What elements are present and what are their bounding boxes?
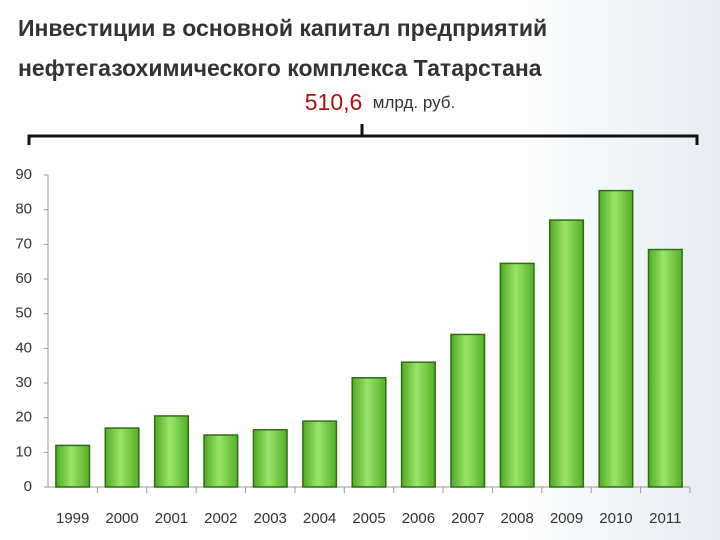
bar [450, 333, 486, 488]
x-tick-label: 1999 [56, 510, 89, 527]
annotation: 510,6 млрд. руб. [305, 89, 455, 115]
x-tick-label: 2000 [105, 510, 138, 527]
bar [203, 434, 239, 488]
bar [400, 361, 436, 488]
y-tick-label: 40 [15, 339, 32, 356]
bar [252, 429, 288, 488]
annotation-unit: млрд. руб. [373, 93, 455, 112]
y-tick-label: 20 [15, 409, 32, 426]
bar [351, 377, 387, 488]
bar [598, 189, 634, 488]
x-tick-label: 2006 [402, 510, 435, 527]
x-tick-label: 2002 [204, 510, 237, 527]
bar [55, 444, 91, 488]
y-tick-label: 90 [15, 166, 32, 183]
y-tick-label: 0 [24, 478, 32, 495]
y-tick-label: 10 [15, 443, 32, 460]
x-tick-label: 2008 [500, 510, 533, 527]
bar [499, 262, 535, 488]
bar [153, 415, 190, 488]
bar [647, 248, 683, 488]
bar [104, 427, 140, 488]
y-tick-label: 80 [15, 201, 32, 218]
chart-title: Инвестиции в основной капитал предприяти… [18, 15, 547, 41]
x-tick-label: 2001 [155, 510, 188, 527]
x-tick-label: 2004 [303, 510, 336, 527]
chart-title: нефтегазохимического комплекса Татарстан… [18, 55, 542, 81]
x-tick-label: 2010 [599, 510, 632, 527]
bar [548, 219, 585, 488]
x-tick-label: 2007 [451, 510, 484, 527]
bar [302, 420, 338, 488]
y-tick-label: 30 [15, 374, 32, 391]
bracket [27, 124, 699, 145]
y-tick-label: 70 [15, 235, 32, 252]
x-tick-label: 2005 [352, 510, 385, 527]
y-tick-label: 50 [15, 305, 32, 322]
x-tick-label: 2009 [550, 510, 583, 527]
y-tick-label: 60 [15, 270, 32, 287]
x-tick-label: 2011 [649, 510, 681, 527]
x-tick-label: 2003 [254, 510, 287, 527]
annotation-total: 510,6 [305, 89, 363, 115]
